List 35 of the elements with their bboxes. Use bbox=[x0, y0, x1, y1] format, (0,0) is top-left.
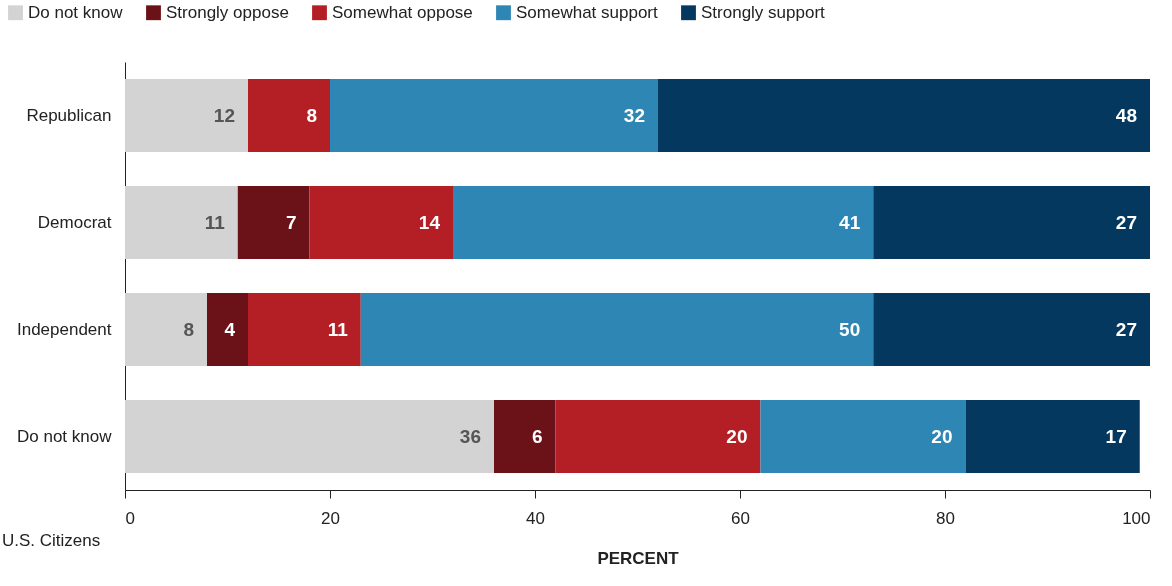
data-label: 17 bbox=[1105, 425, 1127, 447]
data-label: 6 bbox=[531, 425, 543, 447]
data-label: 27 bbox=[1115, 211, 1137, 233]
x-tick-label: 40 bbox=[526, 508, 545, 528]
data-label: 41 bbox=[839, 211, 861, 233]
legend-label: Somewhat oppose bbox=[332, 2, 473, 22]
data-label: 48 bbox=[1115, 104, 1137, 126]
data-label: 20 bbox=[726, 425, 748, 447]
data-label: 14 bbox=[418, 211, 441, 233]
data-label: 20 bbox=[931, 425, 953, 447]
legend-label: Somewhat support bbox=[516, 2, 659, 22]
x-tick-label: 80 bbox=[936, 508, 955, 528]
x-tick-label: 100 bbox=[1122, 508, 1151, 528]
y-tick-label: Democrat bbox=[37, 212, 112, 232]
data-label: 12 bbox=[213, 104, 235, 126]
data-label: 32 bbox=[623, 104, 645, 126]
data-label: 8 bbox=[306, 104, 317, 126]
data-label: 27 bbox=[1115, 318, 1137, 340]
data-label: 36 bbox=[459, 425, 481, 447]
text: U.S. Citizens bbox=[2, 531, 101, 550]
y-tick-label: Independent bbox=[16, 319, 112, 339]
x-tick-label: 60 bbox=[731, 508, 750, 528]
legend-label: Strongly oppose bbox=[166, 2, 289, 22]
x-tick-label: 20 bbox=[321, 508, 340, 528]
data-label: 50 bbox=[839, 318, 861, 340]
data-label: 8 bbox=[183, 318, 194, 340]
data-label: 7 bbox=[285, 211, 297, 233]
x-axis-title: PERCENT bbox=[597, 548, 680, 568]
legend-label: Strongly support bbox=[701, 2, 826, 22]
data-label: 4 bbox=[224, 318, 236, 340]
data-label: 11 bbox=[327, 318, 349, 340]
y-tick-label: Republican bbox=[26, 105, 112, 125]
data-label: 11 bbox=[204, 211, 226, 233]
x-tick-label: 0 bbox=[125, 508, 135, 528]
y-tick-label: Do not know bbox=[17, 426, 113, 446]
